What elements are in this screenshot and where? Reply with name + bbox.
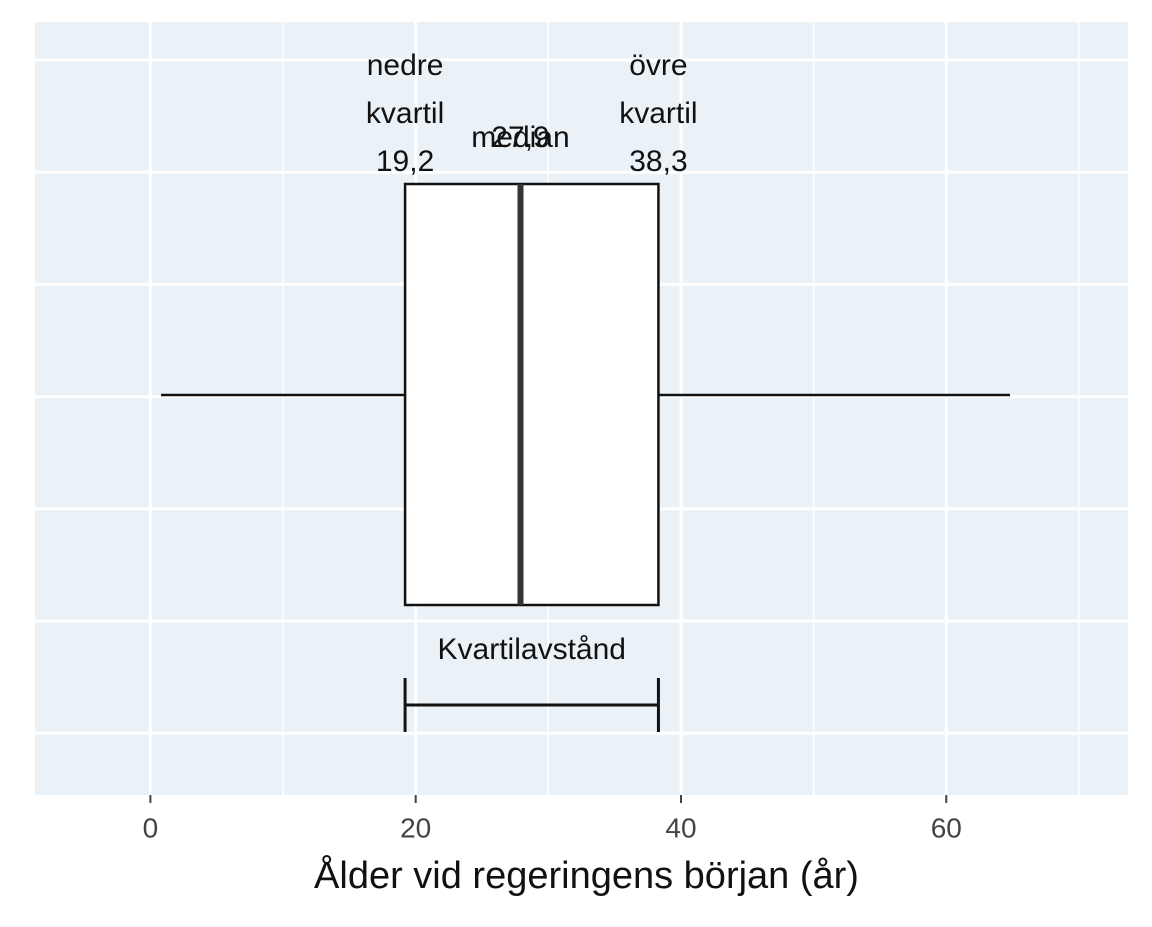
box — [403, 182, 660, 607]
x-tick-label: 60 — [931, 812, 962, 843]
annotation-label: median — [471, 121, 569, 154]
annotation-label: nedre — [367, 49, 444, 82]
annotation-label: kvartil — [366, 97, 444, 130]
x-tick-label: 20 — [400, 812, 431, 843]
x-tick-label: 0 — [143, 812, 159, 843]
value-label: 19,2 — [376, 145, 434, 178]
value-label: 27,9 — [491, 121, 549, 154]
iqr-label: Kvartilavstånd — [438, 633, 626, 666]
annotation-label: övre — [629, 49, 687, 82]
x-tick-label: 40 — [665, 812, 696, 843]
value-label: 38,3 — [629, 145, 687, 178]
x-axis-label: Ålder vid regeringens början (år) — [314, 853, 859, 897]
annotation-label: kvartil — [619, 97, 697, 130]
